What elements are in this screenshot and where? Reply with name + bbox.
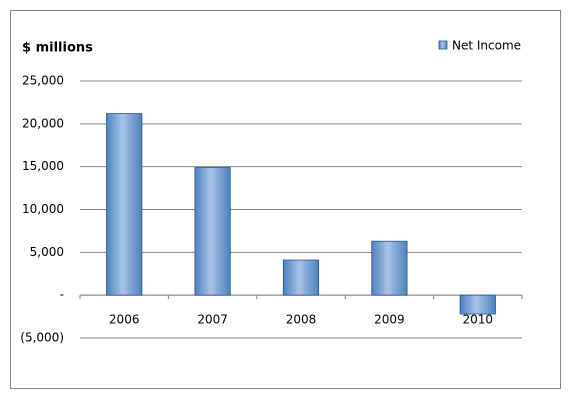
x-tick-label: 2006 bbox=[109, 313, 140, 327]
y-tick-label: 10,000 bbox=[22, 202, 64, 216]
bar bbox=[282, 259, 320, 296]
bar bbox=[106, 113, 143, 296]
y-tick-label: 5,000 bbox=[30, 245, 64, 259]
x-tick-label: 2008 bbox=[286, 313, 317, 327]
chart-border bbox=[10, 10, 561, 389]
y-tick-label: 15,000 bbox=[22, 159, 64, 173]
x-tick-label: 2007 bbox=[197, 313, 228, 327]
y-tick-label: 25,000 bbox=[22, 74, 64, 88]
y-axis-title: $ millions bbox=[22, 41, 93, 56]
y-tick-label: - bbox=[60, 288, 64, 302]
legend-label: Net Income bbox=[452, 39, 521, 53]
bar bbox=[371, 240, 408, 296]
y-tick-label: 20,000 bbox=[22, 116, 64, 130]
legend-swatch bbox=[438, 40, 448, 50]
x-tick-label: 2010 bbox=[463, 313, 494, 327]
x-tick-label: 2009 bbox=[374, 313, 405, 327]
bar bbox=[459, 294, 496, 315]
y-tick-label: (5,000) bbox=[20, 331, 64, 345]
bar bbox=[194, 167, 231, 296]
